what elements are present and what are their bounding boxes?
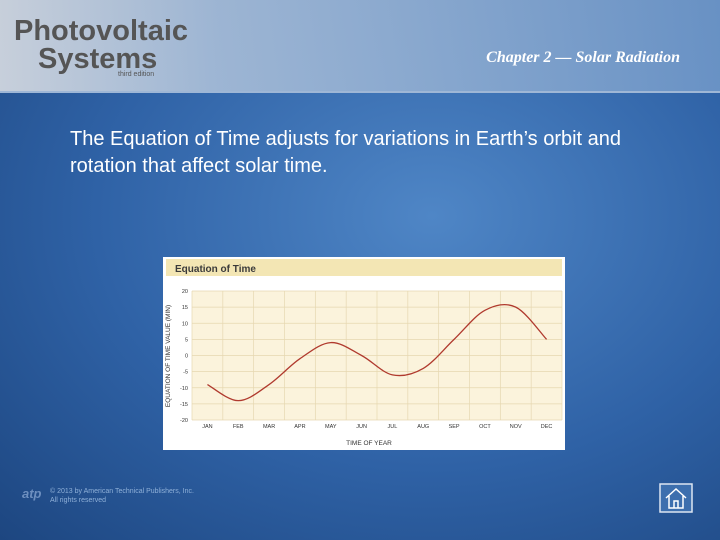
chart: Equation of Time EQUATION OF TIME VALUE … (163, 257, 565, 450)
header-band (0, 0, 720, 92)
y-tick-label: 20 (182, 289, 188, 295)
x-tick-label: MAR (263, 424, 275, 430)
logo-line1: Photovoltaic (14, 15, 188, 47)
home-button[interactable] (659, 483, 693, 513)
y-tick-label: 15 (182, 305, 188, 311)
x-tick-label: OCT (479, 424, 491, 430)
x-tick-label: APR (294, 424, 305, 430)
y-tick-label: -5 (183, 370, 188, 376)
y-axis-label: EQUATION OF TIME VALUE (MIN) (165, 305, 172, 407)
x-tick-label: FEB (233, 424, 244, 430)
y-tick-label: 0 (185, 354, 188, 360)
x-tick-label: AUG (417, 424, 429, 430)
x-tick-label: JUN (356, 424, 367, 430)
logo-line2: Systems (38, 43, 157, 75)
edition: third edition (118, 71, 154, 78)
y-tick-label: -15 (180, 402, 188, 408)
body-text: The Equation of Time adjusts for variati… (70, 128, 622, 177)
x-tick-label: SEP (449, 424, 460, 430)
x-axis-label: TIME OF YEAR (346, 440, 392, 447)
chart-title: Equation of Time (175, 264, 256, 275)
copyright: © 2013 by American Technical Publishers,… (50, 487, 194, 495)
y-tick-label: 10 (182, 321, 188, 327)
footer-logo: atp (22, 486, 42, 501)
y-tick-label: -20 (180, 418, 188, 424)
x-tick-label: NOV (510, 424, 522, 430)
y-tick-label: 5 (185, 337, 188, 343)
x-tick-label: MAY (325, 424, 337, 430)
chapter-title: Chapter 2 — Solar Radiation (486, 49, 680, 66)
x-tick-label: JUL (388, 424, 398, 430)
rights: All rights reserved (50, 497, 106, 504)
x-tick-label: DEC (541, 424, 553, 430)
chart-title-band (166, 259, 562, 276)
home-icon[interactable] (665, 487, 687, 509)
x-tick-label: JAN (202, 424, 212, 430)
equation-of-time-curve (207, 303, 548, 402)
y-tick-label: -10 (180, 386, 188, 392)
